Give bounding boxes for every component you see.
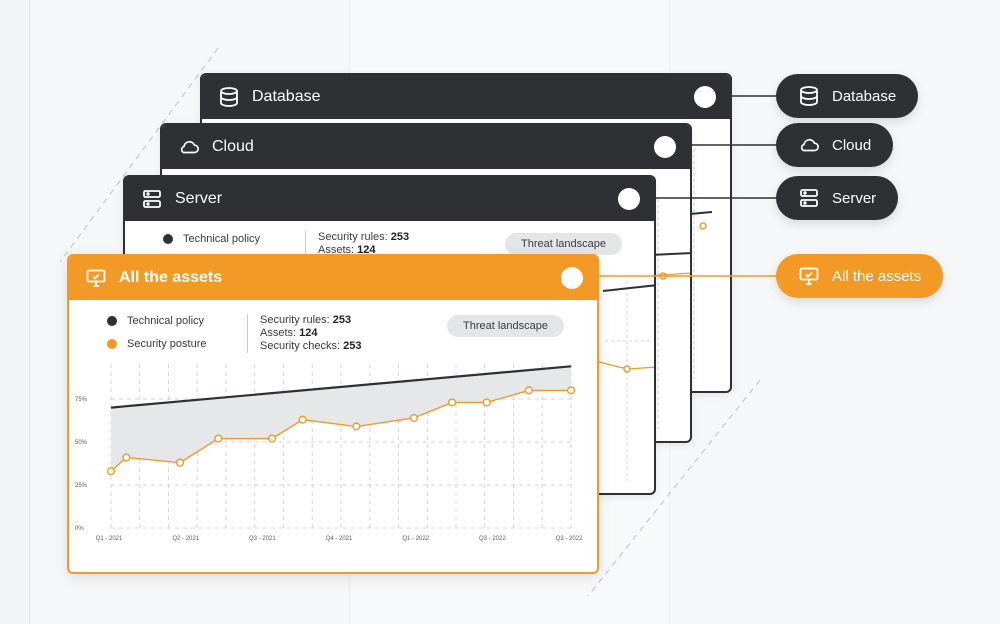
legend-dot-orange [107,339,117,349]
all-assets-card-title: All the assets [119,269,223,286]
security-posture-point [409,413,418,423]
legend-label: Security posture [127,338,207,350]
security-posture-point [482,398,491,407]
security-posture-point [106,467,116,476]
cloud-toggle[interactable] [654,136,676,158]
stats-value: 124 [299,327,318,339]
server-icon [141,188,163,210]
cloud-icon [798,134,820,156]
database-toggle[interactable] [694,86,716,108]
technical-policy-line [110,365,572,409]
stats-label: Security rules: [260,314,330,326]
legend-technical-policy[interactable]: Technical policy [107,315,204,327]
legend-technical-policy[interactable]: Technical policy [163,233,260,245]
security-posture-point [298,415,307,424]
y-tick-label: 25% [75,483,88,489]
legend-dot-dark [107,316,117,326]
x-tick-label: Q2 - 2021 [172,536,199,542]
security-posture-point [122,453,131,462]
database-icon [798,85,820,107]
x-tick-label: Q3 - 2022 [556,536,583,542]
stats-value: 253 [343,340,362,352]
all-assets-stats: Security rules: 253 Assets: 124 Security… [247,314,362,353]
server-card-header[interactable]: Server [125,177,654,221]
x-tick-label: Q1 - 2022 [402,536,429,542]
security-posture-line [110,389,571,472]
security-posture-point [448,398,457,407]
server-stats: Security rules: 253 Assets: 124 [305,231,409,257]
x-tick-label: Q1 - 2021 [96,536,123,542]
threat-landscape-button[interactable]: Threat landscape [447,315,564,337]
security-posture-point [352,422,361,431]
y-tick-label: 0% [75,526,84,532]
stats-label: Security rules: [318,231,388,243]
server-card-body: Technical policy Security rules: 253 Ass… [125,221,654,493]
security-posture-point [566,386,576,395]
server-chart-peek: 2022 [594,281,654,481]
database-pill-label: Database [832,87,897,105]
server-card-title: Server [175,190,223,207]
monitor-icon [85,267,107,289]
legend-dot-dark [163,234,173,244]
all-assets-toggle[interactable] [561,267,583,289]
security-posture-point [214,434,223,443]
server-pill[interactable]: Server [776,176,899,220]
legend-label: Technical policy [127,315,205,327]
all-assets-pill-label: All the assets [832,267,922,285]
all-assets-card-body: Technical policy Security posture Securi… [69,300,597,572]
security-posture-point [524,386,533,395]
stats-value: 124 [357,244,376,256]
monitor-icon [798,265,820,287]
x-tick-label: Q3 - 2022 [479,536,506,542]
shaded-area [111,366,571,472]
stats-label: Assets: [318,244,355,256]
legend-label: Technical policy [183,233,261,245]
y-tick-label: 75% [75,397,88,403]
cloud-pill[interactable]: Cloud [776,123,894,167]
database-pill[interactable]: Database [776,74,919,118]
database-icon [218,86,240,108]
server-icon [798,187,820,209]
threat-landscape-button[interactable]: Threat landscape [505,233,622,255]
cloud-card-header[interactable]: Cloud [162,125,690,169]
all-assets-pill[interactable]: All the assets [776,254,944,298]
x-tick-label: Q3 - 2021 [249,536,276,542]
server-toggle[interactable] [618,188,640,210]
security-posture-point [175,458,185,467]
all-assets-card[interactable]: All the assets Technical policy Security… [67,254,599,574]
stats-label: Assets: [260,327,297,339]
database-card-header[interactable]: Database [202,75,730,119]
legend-security-posture[interactable]: Security posture [107,338,206,350]
background-column [0,0,30,624]
x-tick-label: Q4 - 2021 [326,536,353,542]
cloud-card-title: Cloud [212,138,254,155]
cloud-pill-label: Cloud [832,136,872,154]
database-card-body [202,119,730,391]
y-tick-label: 50% [75,440,88,446]
stats-value: 253 [390,231,410,243]
server-pill-label: Server [832,189,877,207]
stats-label: Security checks: [260,340,341,352]
database-card-title: Database [252,88,321,105]
database-chart-peek [689,149,713,379]
stats-value: 253 [332,314,352,326]
all-assets-card-header[interactable]: All the assets [69,256,597,300]
cloud-icon [178,136,200,158]
security-posture-point [267,434,277,443]
